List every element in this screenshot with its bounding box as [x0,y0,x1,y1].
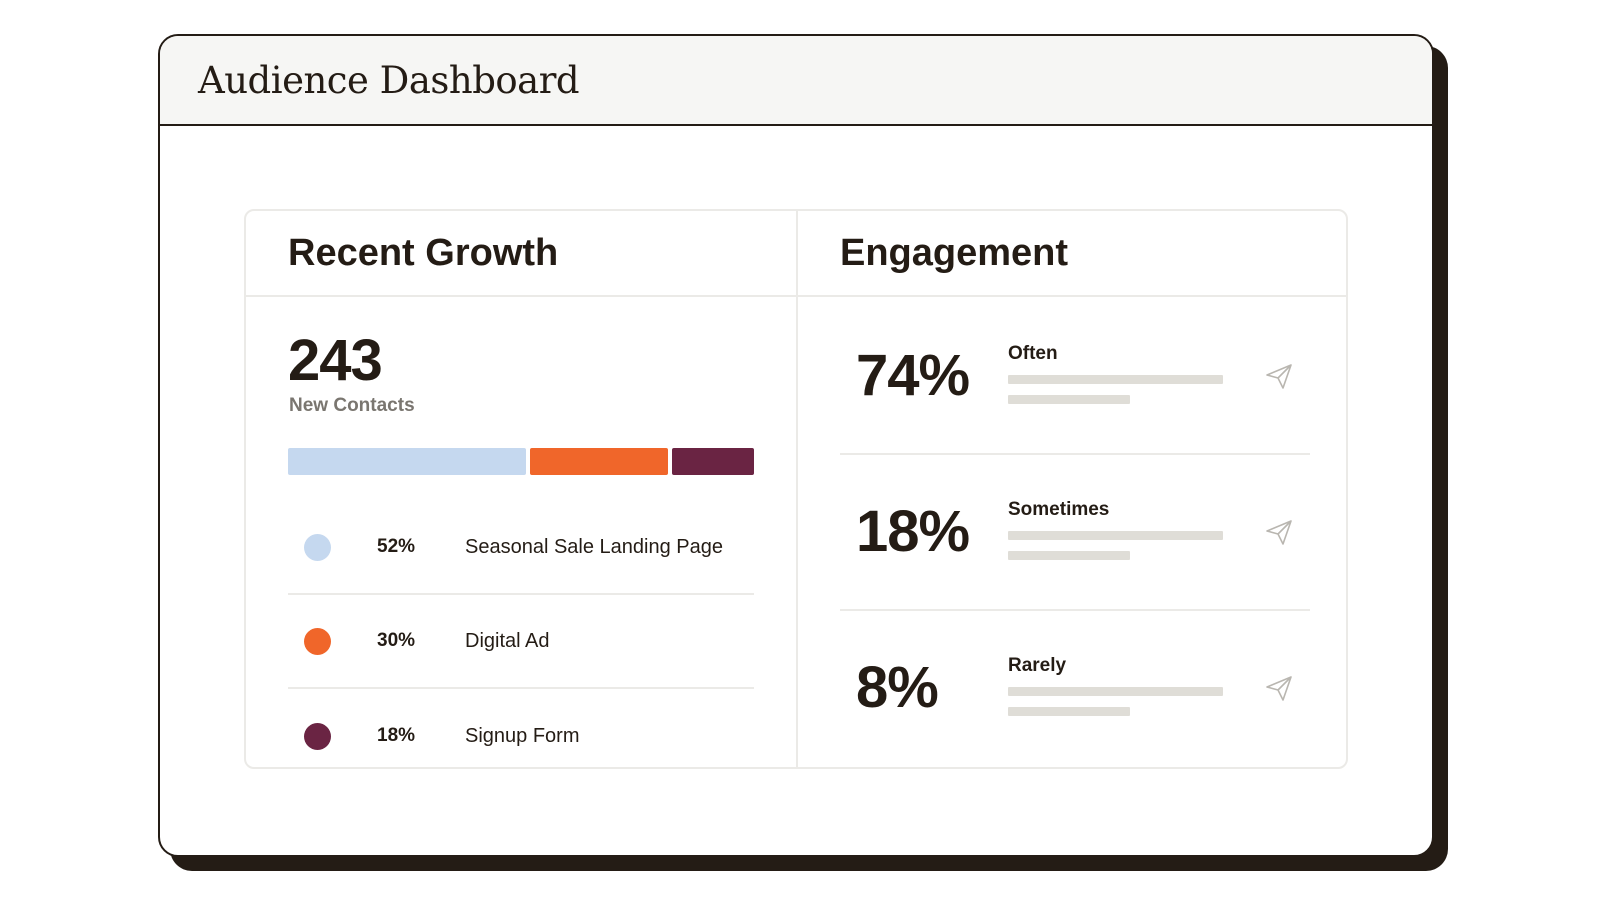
send-icon[interactable] [1264,673,1294,703]
legend-label: Seasonal Sale Landing Page [465,535,723,558]
legend-row-digital-ad: 30% Digital Ad [288,595,754,689]
recent-growth-panel: Recent Growth 243 New Contacts 52% Seaso… [246,211,796,767]
engagement-percent: 74% [856,343,970,408]
legend-dot [304,722,331,750]
stack-segment-signup-form [671,448,754,475]
placeholder-line [1008,395,1130,404]
window-title: Audience Dashboard [198,58,580,102]
engagement-panel: Engagement 74% Often 18% Sometimes [796,211,1346,767]
stack-segment-digital-ad [530,448,668,475]
placeholder-line [1008,687,1223,696]
new-contacts-count: 243 [288,328,383,393]
legend-row-seasonal-sale: 52% Seasonal Sale Landing Page [288,501,754,595]
placeholder-line [1008,707,1130,716]
legend-dot [304,627,331,655]
placeholder-line [1008,531,1223,540]
legend-percent: 18% [377,725,416,746]
recent-growth-title: Recent Growth [246,211,796,297]
engagement-title: Engagement [798,211,1346,297]
engagement-percent: 18% [856,499,970,564]
send-icon[interactable] [1264,517,1294,547]
legend-label: Signup Form [465,724,580,747]
new-contacts-label: New Contacts [289,395,415,416]
legend-row-signup-form: 18% Signup Form [288,689,754,783]
engagement-row-rarely: 8% Rarely [840,609,1310,767]
engagement-label: Sometimes [1008,499,1110,520]
engagement-label: Rarely [1008,655,1067,676]
legend-percent: 52% [377,536,416,557]
send-icon[interactable] [1264,361,1294,391]
engagement-row-often: 74% Often [840,297,1310,455]
legend-dot [304,533,331,561]
engagement-row-sometimes: 18% Sometimes [840,453,1310,611]
engagement-percent: 8% [856,655,939,720]
stack-segment-seasonal-sale [288,448,527,475]
dashboard-window: Audience Dashboard Recent Growth 243 New… [158,34,1434,857]
growth-stacked-bar [288,448,754,475]
window-header: Audience Dashboard [160,36,1432,126]
dashboard-card: Recent Growth 243 New Contacts 52% Seaso… [244,209,1348,769]
legend-label: Digital Ad [465,629,550,652]
legend-percent: 30% [377,630,416,651]
engagement-label: Often [1008,343,1058,364]
placeholder-line [1008,375,1223,384]
placeholder-line [1008,551,1130,560]
